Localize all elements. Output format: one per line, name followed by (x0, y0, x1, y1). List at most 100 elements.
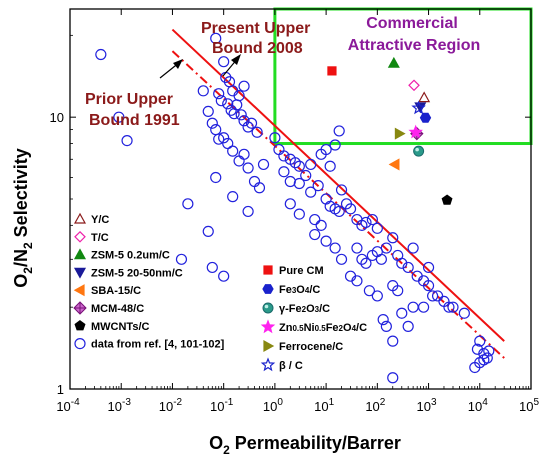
series-data-from-ref-4-101-102 (95, 32, 495, 384)
legend-marker (74, 230, 86, 243)
legend-label: Ferrocene/C (279, 341, 343, 353)
data-point (273, 143, 285, 156)
legend-item-fe2o3-c: γ-Fe2O3/C (262, 302, 330, 315)
data-point (300, 169, 312, 182)
data-point (197, 85, 209, 97)
data-point (182, 198, 194, 210)
data-point (469, 361, 481, 374)
data-point (375, 253, 387, 265)
data-point (443, 301, 455, 313)
data-point (248, 175, 261, 188)
data-points (95, 32, 495, 384)
data-point (206, 117, 218, 129)
data-point (392, 285, 404, 297)
legend-item-t-c: T/C (74, 230, 109, 244)
series-ferrocene-c (394, 127, 406, 140)
data-point (387, 232, 399, 244)
legend-marker (73, 212, 87, 224)
data-point (427, 290, 439, 302)
data-point (278, 150, 290, 162)
legend-marker (74, 338, 86, 350)
legend-label: Zn0.5Ni0.5Fe2O4/C (279, 322, 367, 334)
data-point (441, 194, 453, 205)
legend: Y/C T/C ZSM-5 0.2um/C ZSM-5 20-50nm/C SBA-15… (73, 212, 367, 372)
data-point (218, 56, 230, 68)
y-tick-label: 10 (50, 110, 64, 125)
legend-label: MWCNTs/C (91, 321, 150, 333)
data-point (396, 307, 408, 319)
data-point (251, 126, 263, 138)
data-point (238, 148, 250, 160)
data-point (407, 301, 419, 313)
data-point (483, 345, 495, 357)
data-point (327, 66, 337, 76)
present-bound-label-line2: Bound 2008 (212, 40, 303, 57)
x-tick-label: 101 (314, 397, 334, 414)
data-point (293, 160, 305, 172)
series-zsm-5-0-2um-c (387, 56, 400, 68)
data-point (113, 111, 125, 123)
legend-label: data from ref. [4, 101-102] (91, 339, 225, 351)
legend-item-c: β / C (260, 357, 303, 372)
data-point (411, 100, 426, 115)
data-point (227, 145, 239, 157)
data-point (408, 124, 423, 139)
data-point (417, 301, 430, 313)
legend-label: MCM-48/C (91, 303, 144, 315)
data-point (329, 242, 341, 254)
data-point (257, 158, 270, 171)
data-point (380, 242, 392, 254)
x-tick-label: 104 (468, 397, 488, 414)
x-tick-label: 10-4 (56, 397, 80, 414)
y-tick-label: 1 (57, 382, 64, 397)
present-bound-label-line1: Present Upper (201, 20, 310, 37)
data-point (305, 158, 317, 171)
data-point (471, 343, 484, 355)
data-point (242, 162, 254, 174)
data-point (447, 301, 459, 313)
data-point (218, 132, 230, 144)
data-point (320, 143, 332, 156)
data-point (478, 354, 490, 366)
data-point (402, 261, 414, 274)
data-point (387, 56, 400, 68)
present-bound-arrow (222, 54, 241, 77)
data-point (293, 208, 305, 220)
legend-label: ZSM-5 20-50nm/C (91, 267, 183, 279)
series-zn0-5ni0-5fe2o4-c (408, 124, 423, 139)
series-fe3o4-c (419, 112, 432, 123)
legend-item-data-from-ref-4-101-102: data from ref. [4, 101-102] (74, 338, 225, 351)
data-point (402, 320, 414, 332)
legend-item-mwcnts-c: MWCNTs/C (74, 320, 150, 333)
x-tick-label: 103 (417, 397, 437, 414)
legend-marker (260, 357, 276, 372)
data-point (293, 177, 305, 190)
data-point (458, 307, 470, 319)
data-point (408, 79, 420, 92)
data-point (215, 95, 227, 107)
series-c (411, 100, 426, 115)
legend-item-mcm-48-c: MCM-48/C (73, 301, 144, 315)
data-point (231, 99, 243, 111)
data-point (351, 275, 363, 287)
data-point (422, 261, 435, 274)
data-point (309, 228, 321, 241)
legend-marker (262, 284, 274, 294)
legend-item-ferrocene-c: Ferrocene/C (263, 339, 343, 353)
data-point (396, 257, 408, 269)
data-point (388, 158, 400, 171)
series-y-c (418, 91, 431, 103)
prior-bound-label-line2: Bound 1991 (89, 112, 180, 129)
data-point (422, 280, 435, 292)
x-tick-label: 10-2 (159, 397, 183, 414)
data-point (210, 32, 222, 44)
data-point (245, 117, 258, 129)
data-point (284, 175, 296, 188)
data-point (235, 109, 247, 121)
data-point (366, 213, 378, 226)
legend-marker-shine (264, 304, 269, 309)
series-zsm-5-20-50nm-c (414, 102, 427, 114)
x-tick-label: 105 (519, 397, 539, 414)
data-point (387, 335, 399, 347)
data-point (121, 134, 133, 147)
